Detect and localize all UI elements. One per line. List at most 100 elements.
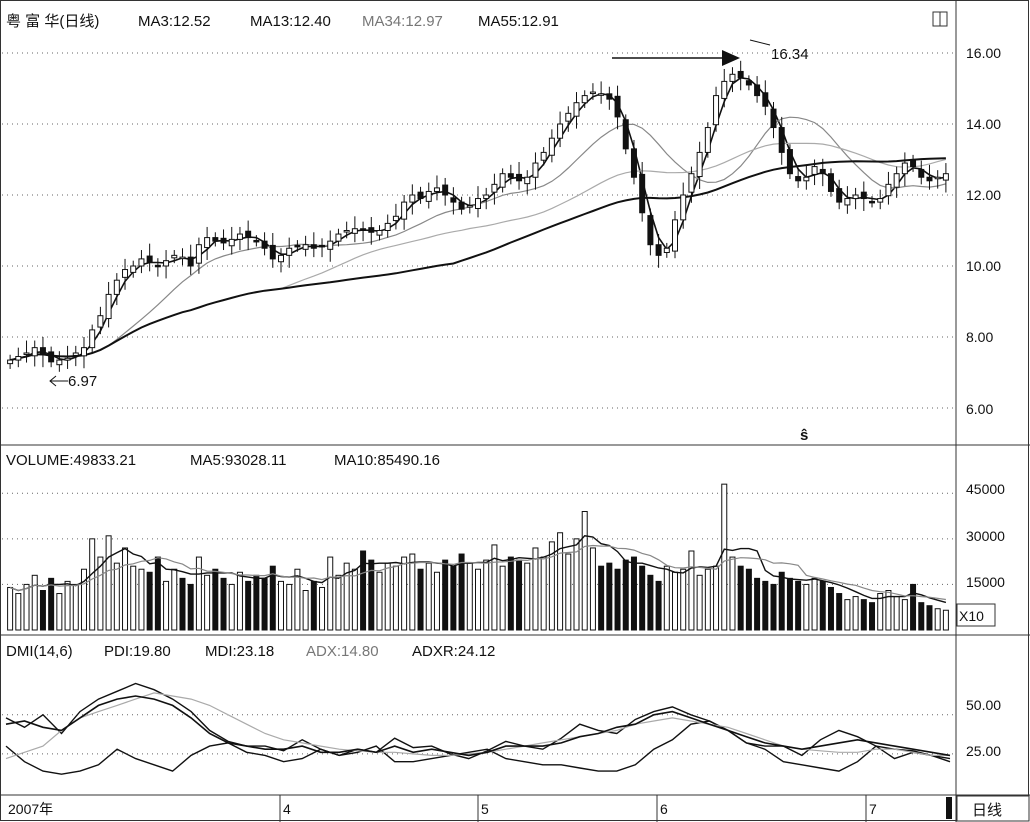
volume-unit-label: X10 xyxy=(959,608,984,624)
volume-bar xyxy=(565,553,572,631)
volume-bar xyxy=(672,571,679,631)
volume-bar xyxy=(860,599,867,631)
candle-body xyxy=(532,162,539,178)
volume-bar xyxy=(819,580,826,631)
volume-bar xyxy=(417,568,424,631)
volume-bar xyxy=(433,571,440,631)
volume-bar xyxy=(130,565,137,631)
volume-bar xyxy=(877,593,884,631)
date-label-month: 6 xyxy=(660,801,668,817)
candle-body xyxy=(704,127,711,153)
dmi-lines xyxy=(5,682,951,775)
adxr-label: ADXR:24.12 xyxy=(412,643,495,660)
candle-body xyxy=(819,168,826,175)
candle-body xyxy=(269,244,276,260)
volume-unit-box xyxy=(956,603,996,627)
volume-bar xyxy=(442,559,449,631)
candle-body xyxy=(869,200,876,204)
candle-body xyxy=(516,173,523,182)
candle-body xyxy=(89,329,96,349)
volume-bar xyxy=(269,565,276,631)
period-button[interactable]: 日线 xyxy=(956,795,1030,822)
high-label-leader xyxy=(749,39,771,46)
volume-bar xyxy=(680,568,687,631)
volume-bar xyxy=(696,574,703,631)
volume-bar xyxy=(770,583,777,631)
volume-bar xyxy=(253,574,260,631)
volume-bar xyxy=(409,553,416,631)
candle-body xyxy=(450,197,457,203)
volume-bar xyxy=(475,568,481,631)
candle-body xyxy=(335,233,342,242)
candle-body xyxy=(163,260,170,267)
volume-bar xyxy=(72,583,79,631)
price-tick: 6.00 xyxy=(966,401,993,417)
volume-bar xyxy=(236,571,243,631)
ma55-label: MA55:12.91 xyxy=(478,13,559,30)
candle-body xyxy=(663,247,670,254)
volume-bar xyxy=(401,556,408,631)
candle-body xyxy=(795,176,802,182)
volume-bar xyxy=(245,580,252,631)
volume-bar xyxy=(458,553,465,631)
volume-bar xyxy=(343,562,350,631)
volume-bar xyxy=(64,580,71,631)
pdi-label: PDI:19.80 xyxy=(104,643,171,660)
candle-body xyxy=(598,93,605,96)
candle-body xyxy=(918,168,925,178)
candle-body xyxy=(466,205,473,208)
volume-tick: 30000 xyxy=(966,528,1005,544)
volume-bar xyxy=(491,544,498,631)
volume-bar xyxy=(778,571,785,631)
candle-body xyxy=(64,357,71,361)
price-axis: 16.00 14.00 12.00 10.00 8.00 6.00 xyxy=(966,45,1001,417)
candle-body xyxy=(130,265,137,273)
volume-bar xyxy=(80,568,87,631)
ma3-line xyxy=(9,76,947,361)
price-tick: 14.00 xyxy=(966,116,1001,132)
candle-body xyxy=(713,95,720,126)
volume-bar xyxy=(277,580,284,631)
volume-bar xyxy=(97,556,104,631)
candle-body xyxy=(507,173,514,178)
candle-body xyxy=(171,254,178,259)
candle-body xyxy=(204,237,211,249)
candle-body xyxy=(80,347,87,357)
candle-body xyxy=(294,244,301,248)
date-axis: 2007年 4 5 6 7 xyxy=(8,795,952,822)
volume-bar xyxy=(48,577,55,631)
candle-body xyxy=(877,198,884,203)
ma34-label: MA34:12.97 xyxy=(362,13,443,30)
dmi-tick: 25.00 xyxy=(966,743,1001,759)
volume-bar xyxy=(762,580,769,631)
low-price-label: 6.97 xyxy=(68,373,97,390)
candle-body xyxy=(442,184,449,196)
volume-bar xyxy=(844,599,851,631)
high-arrow xyxy=(612,50,740,66)
candle-body xyxy=(786,149,793,175)
candle-body xyxy=(228,238,235,247)
volume-bar xyxy=(335,574,342,631)
price-tick: 16.00 xyxy=(966,45,1001,61)
candle-body xyxy=(122,269,129,278)
candle-body xyxy=(688,173,695,193)
maximize-square-icon[interactable] xyxy=(932,11,948,27)
adxr-line xyxy=(5,695,951,757)
candle-body xyxy=(696,151,703,178)
candle-body xyxy=(524,176,531,185)
volume-bar xyxy=(179,577,186,631)
candle-body xyxy=(220,237,227,244)
volume-ma5-label: MA5:93028.11 xyxy=(190,452,286,469)
candle-body xyxy=(360,228,367,232)
candle-body xyxy=(934,176,941,180)
candle-body xyxy=(384,222,391,231)
candle-body xyxy=(844,198,851,206)
candle-body xyxy=(212,237,219,242)
volume-bar xyxy=(23,583,30,631)
candle-body xyxy=(146,255,153,263)
scroll-handle[interactable] xyxy=(946,797,952,819)
candle-body xyxy=(351,228,358,234)
volume-bar xyxy=(688,550,695,631)
candle-body xyxy=(179,256,186,260)
candle-body xyxy=(581,95,588,104)
